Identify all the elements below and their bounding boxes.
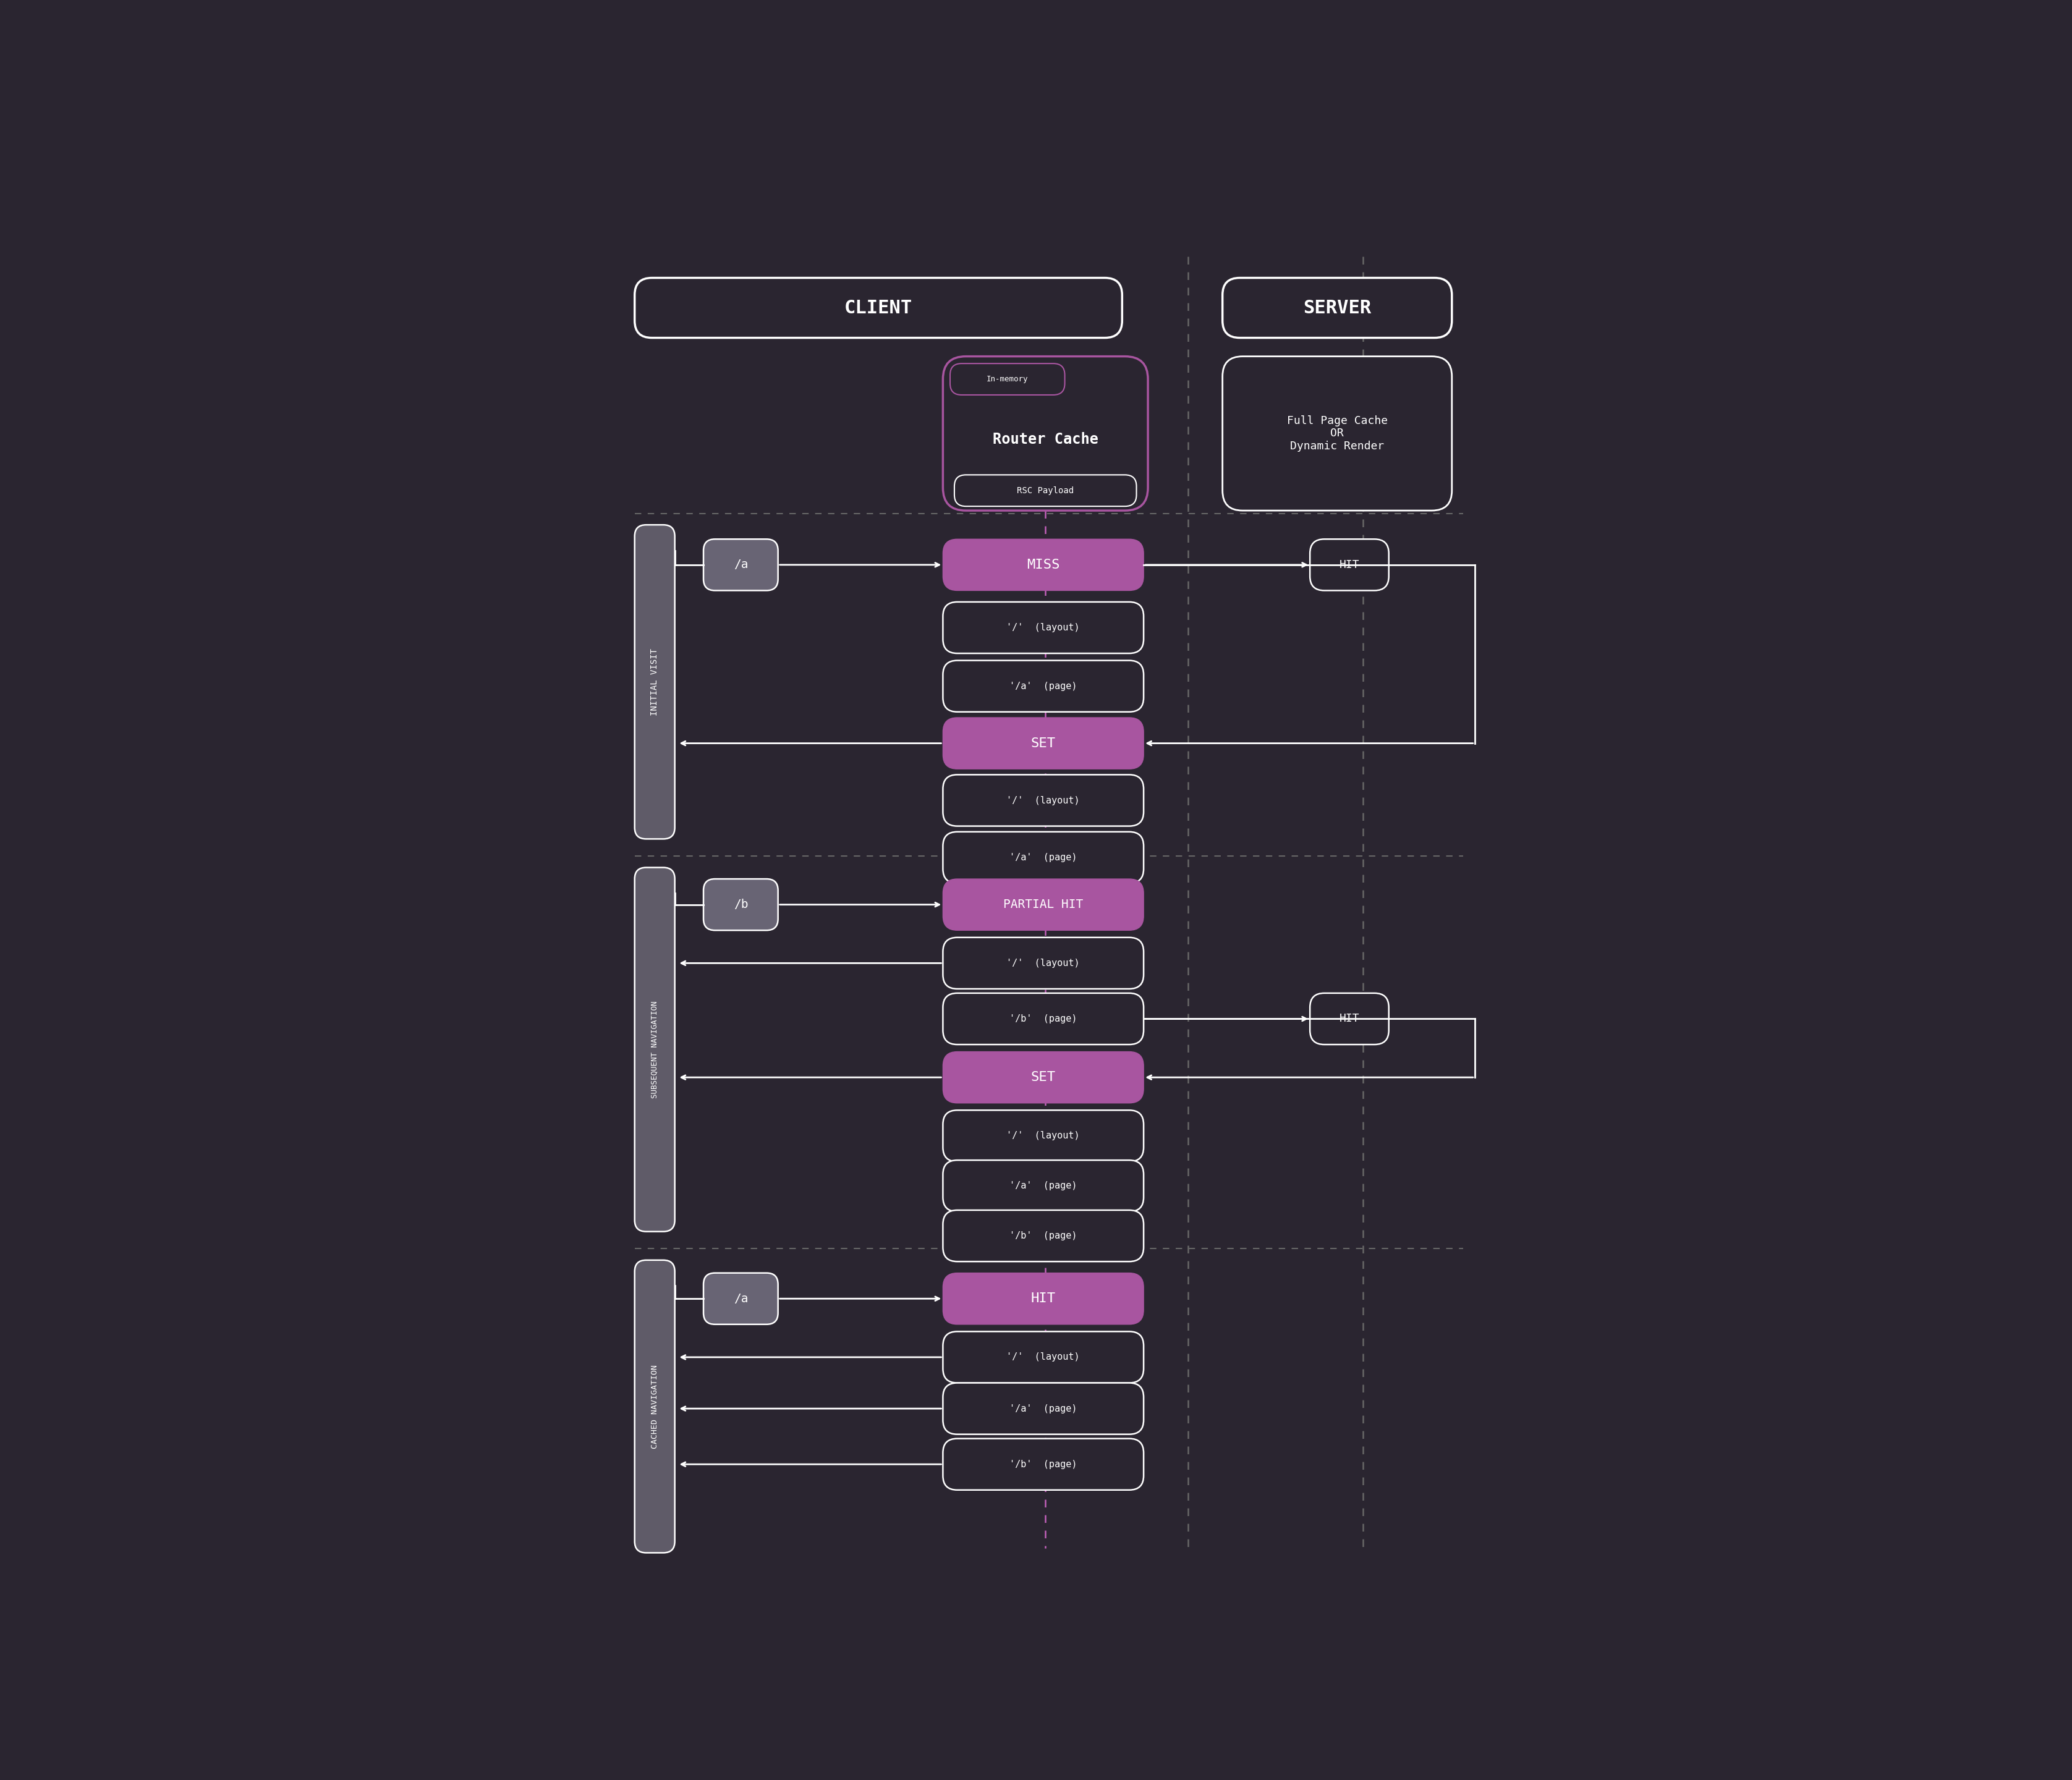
Text: HIT: HIT [1032, 1292, 1055, 1305]
Text: CACHED NAVIGATION: CACHED NAVIGATION [651, 1365, 659, 1449]
Text: HIT: HIT [1339, 1013, 1359, 1023]
Text: '/a'  (page): '/a' (page) [1009, 682, 1077, 691]
FancyBboxPatch shape [943, 831, 1144, 883]
Text: '/b'  (page): '/b' (page) [1009, 1232, 1077, 1241]
FancyBboxPatch shape [634, 1260, 675, 1552]
Text: HIT: HIT [1339, 559, 1359, 570]
Text: Full Page Cache
OR
Dynamic Render: Full Page Cache OR Dynamic Render [1287, 415, 1388, 452]
FancyBboxPatch shape [943, 774, 1144, 826]
FancyBboxPatch shape [943, 1052, 1144, 1104]
FancyBboxPatch shape [704, 879, 777, 931]
FancyBboxPatch shape [943, 717, 1144, 769]
FancyBboxPatch shape [943, 1273, 1144, 1324]
FancyBboxPatch shape [1222, 356, 1452, 511]
Text: '/a'  (page): '/a' (page) [1009, 853, 1077, 862]
FancyBboxPatch shape [943, 1161, 1144, 1212]
Text: SERVER: SERVER [1303, 299, 1372, 317]
FancyBboxPatch shape [943, 1383, 1144, 1435]
FancyBboxPatch shape [943, 1331, 1144, 1383]
Text: '/a'  (page): '/a' (page) [1009, 1182, 1077, 1191]
Text: MISS: MISS [1028, 559, 1059, 571]
Text: '/'  (layout): '/' (layout) [1007, 1132, 1080, 1141]
FancyBboxPatch shape [943, 993, 1144, 1045]
Text: '/b'  (page): '/b' (page) [1009, 1460, 1077, 1468]
Text: /a: /a [733, 559, 748, 571]
Text: '/'  (layout): '/' (layout) [1007, 623, 1080, 632]
FancyBboxPatch shape [1222, 278, 1452, 338]
FancyBboxPatch shape [955, 475, 1135, 506]
Text: /a: /a [733, 1292, 748, 1305]
Text: SET: SET [1032, 737, 1055, 749]
Text: '/'  (layout): '/' (layout) [1007, 958, 1080, 968]
Text: /b: /b [733, 899, 748, 911]
FancyBboxPatch shape [1310, 539, 1388, 591]
Text: '/'  (layout): '/' (layout) [1007, 1353, 1080, 1362]
FancyBboxPatch shape [1310, 993, 1388, 1045]
FancyBboxPatch shape [634, 525, 675, 838]
FancyBboxPatch shape [943, 660, 1144, 712]
FancyBboxPatch shape [943, 938, 1144, 990]
Text: SET: SET [1032, 1072, 1055, 1084]
FancyBboxPatch shape [943, 356, 1148, 511]
Text: '/b'  (page): '/b' (page) [1009, 1015, 1077, 1024]
Text: CLIENT: CLIENT [843, 299, 912, 317]
Text: PARTIAL HIT: PARTIAL HIT [1003, 899, 1084, 911]
Text: Router Cache: Router Cache [992, 433, 1098, 447]
Text: In-memory: In-memory [986, 376, 1028, 383]
Text: '/a'  (page): '/a' (page) [1009, 1404, 1077, 1413]
FancyBboxPatch shape [943, 1210, 1144, 1262]
Text: INITIAL VISIT: INITIAL VISIT [651, 648, 659, 716]
FancyBboxPatch shape [634, 867, 675, 1232]
FancyBboxPatch shape [704, 1273, 777, 1324]
FancyBboxPatch shape [951, 363, 1065, 395]
Text: SUBSEQUENT NAVIGATION: SUBSEQUENT NAVIGATION [651, 1000, 659, 1098]
FancyBboxPatch shape [943, 602, 1144, 653]
Text: RSC Payload: RSC Payload [1017, 486, 1073, 495]
FancyBboxPatch shape [943, 1438, 1144, 1490]
FancyBboxPatch shape [634, 278, 1123, 338]
FancyBboxPatch shape [704, 539, 777, 591]
FancyBboxPatch shape [943, 1111, 1144, 1162]
Text: '/'  (layout): '/' (layout) [1007, 796, 1080, 805]
FancyBboxPatch shape [943, 879, 1144, 931]
FancyBboxPatch shape [943, 539, 1144, 591]
